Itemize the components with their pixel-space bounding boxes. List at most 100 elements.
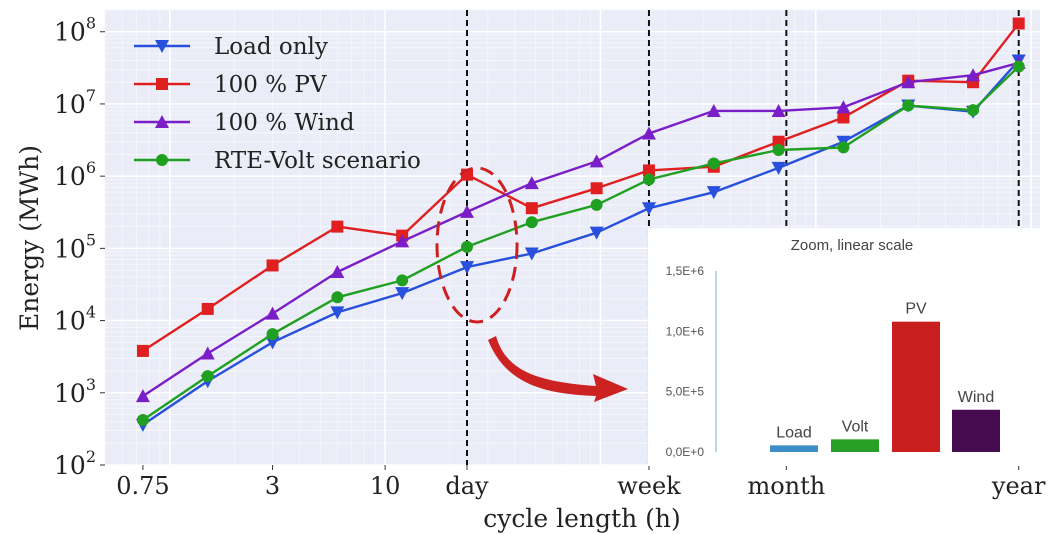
inset-bar-label: Wind	[958, 389, 994, 406]
x-axis-ticks: 0.75 3 10 day week month year	[116, 465, 1046, 500]
data-point	[706, 186, 721, 200]
legend-item: RTE-Volt scenario	[134, 148, 421, 174]
data-point	[524, 247, 539, 261]
x-axis-label: cycle length (h)	[483, 504, 680, 533]
x-tick-label: 3	[265, 472, 280, 500]
data-point	[642, 164, 655, 177]
data-point	[266, 259, 279, 272]
legend-marker	[156, 78, 168, 90]
data-point	[772, 144, 785, 157]
data-point	[771, 103, 786, 117]
data-point	[590, 198, 603, 211]
data-point	[771, 161, 786, 175]
y-tick-label: 105	[54, 230, 96, 263]
data-point	[266, 328, 279, 341]
inset-bar-label: PV	[905, 301, 927, 318]
data-point	[201, 302, 214, 315]
data-point	[524, 176, 539, 190]
inset-y-ticks: 0,0E+0 5,0E+5 1,0E+6 1,5E+6	[666, 264, 705, 459]
x-tick-label: day	[445, 472, 489, 500]
data-point	[200, 346, 215, 360]
data-point	[395, 287, 410, 301]
callout-arrow	[488, 336, 628, 402]
x-tick-label: 10	[370, 472, 401, 500]
x-tick-label: month	[747, 472, 825, 500]
y-tick-label: 103	[54, 375, 96, 408]
inset-bar-group: Load	[770, 424, 818, 452]
legend-label: 100 % PV	[214, 72, 327, 98]
inset-bar	[952, 409, 1000, 452]
data-point	[136, 413, 149, 426]
legend-item: 100 % PV	[134, 72, 327, 98]
data-point	[395, 234, 410, 248]
inset-bar	[892, 321, 940, 452]
inset-bar-group: Volt	[831, 418, 879, 452]
data-point	[589, 154, 604, 168]
data-point	[136, 344, 149, 357]
data-point	[772, 135, 785, 148]
data-point	[641, 126, 656, 140]
inset-y-tick-label: 1,0E+6	[666, 324, 705, 338]
y-tick-label: 104	[54, 303, 96, 336]
legend-item: Load only	[134, 34, 328, 60]
inset-bar	[831, 439, 879, 452]
data-point	[265, 306, 280, 320]
data-point	[460, 204, 475, 218]
data-point	[901, 75, 916, 89]
legend-item: 100 % Wind	[134, 110, 355, 136]
data-point	[707, 157, 720, 170]
data-point	[706, 103, 721, 117]
inset-title: Zoom, linear scale	[791, 237, 914, 254]
data-point	[902, 99, 915, 112]
cycle-markers	[466, 10, 1020, 465]
inset-bar-label: Load	[776, 424, 812, 441]
legend-marker	[155, 40, 169, 53]
inset-bar-group: Wind	[952, 389, 1000, 452]
data-point	[135, 389, 150, 403]
data-point	[396, 274, 409, 287]
y-tick-label: 106	[54, 158, 96, 191]
inset-y-tick-label: 1,5E+6	[666, 264, 705, 278]
data-point	[201, 370, 214, 383]
x-tick-label: 0.75	[116, 472, 169, 500]
day-annotation	[435, 166, 628, 402]
data-point	[330, 265, 345, 279]
data-point	[641, 202, 656, 216]
legend-label: Load only	[214, 34, 328, 60]
dashed-ellipse	[435, 166, 519, 324]
data-point	[460, 261, 475, 275]
data-point	[330, 306, 345, 320]
data-point	[265, 336, 280, 350]
legend-marker	[155, 115, 169, 128]
legend-marker	[156, 154, 168, 166]
legend-label: 100 % Wind	[214, 110, 355, 136]
x-tick-label: year	[991, 472, 1046, 500]
data-point	[525, 202, 538, 215]
data-point	[1012, 17, 1025, 30]
legend-label: RTE-Volt scenario	[214, 148, 421, 174]
inset-y-tick-label: 5,0E+5	[666, 385, 705, 399]
inset-bar-chart: Zoom, linear scale 0,0E+0 5,0E+5 1,0E+6 1,5…	[648, 228, 1041, 466]
data-point	[525, 216, 538, 229]
data-point	[967, 104, 980, 117]
inset-bar-group: PV	[892, 301, 940, 452]
x-tick-label: week	[617, 472, 681, 500]
data-point	[1012, 60, 1025, 73]
data-point	[331, 291, 344, 304]
inset-bars: Load Volt PV Wind	[770, 301, 1000, 452]
legend: Load only 100 % PV 100 % Wind RTE-Volt scen…	[134, 34, 421, 174]
series-4	[136, 60, 1025, 426]
data-point	[966, 68, 981, 82]
inset-y-tick-label: 0,0E+0	[666, 445, 705, 459]
inset-bar-label: Volt	[842, 418, 869, 435]
y-axis-label: Energy (MWh)	[15, 145, 44, 331]
data-point	[461, 240, 474, 253]
data-point	[642, 173, 655, 186]
series-3	[135, 55, 1026, 403]
y-tick-label: 108	[54, 14, 96, 47]
data-point	[589, 226, 604, 240]
y-tick-label: 107	[54, 86, 96, 119]
data-point	[837, 141, 850, 154]
data-point	[836, 100, 851, 114]
